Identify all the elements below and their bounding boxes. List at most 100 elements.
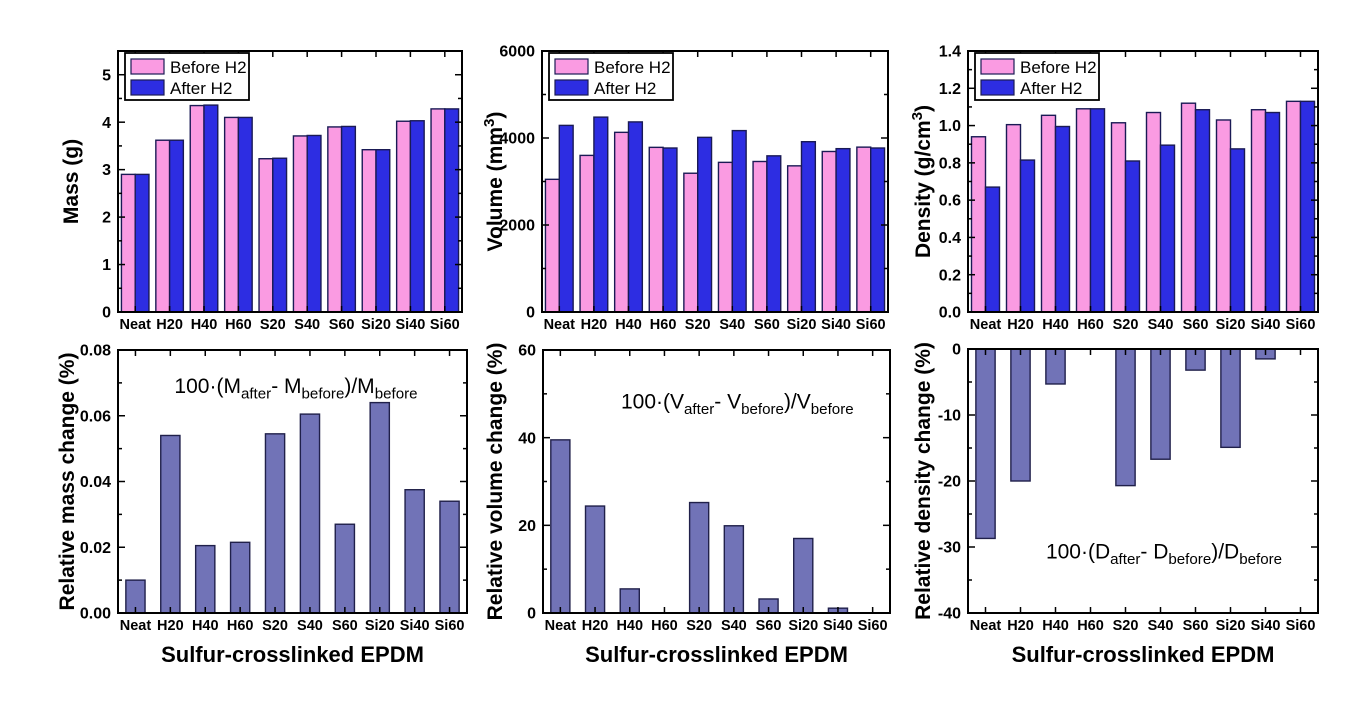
bar-mass-Si60-before (430, 108, 446, 313)
legend-label-after: After H2 (170, 79, 232, 98)
mass-category-label-Si20: Si20 (361, 317, 391, 333)
relative-volume-category-label-H40: H40 (616, 618, 643, 634)
volume-category-label-Neat: Neat (544, 317, 576, 333)
relative-volume-category-label-Si60: Si60 (858, 618, 888, 634)
relative-density-category-label-Si20: Si20 (1216, 618, 1246, 634)
bar-mass-S20-before (258, 158, 274, 313)
bar-volume-H60-before (648, 146, 664, 313)
bar-mass-Si40-before (395, 120, 412, 313)
bar-relative-mass-H40 (194, 544, 216, 614)
bar-mass-H60-after (237, 116, 253, 313)
mass-axis-ticks (118, 50, 462, 313)
bar-relative-mass-H60 (229, 541, 251, 614)
mass-category-label-Si40: Si40 (395, 317, 425, 333)
relative-mass-category-label-Si40: Si40 (400, 618, 430, 634)
mass-ytick-label: 4 (102, 115, 111, 132)
density-category-label-S20: S20 (1113, 317, 1139, 333)
relative-density-category-label-H40: H40 (1042, 618, 1069, 634)
relative-density-bars (975, 348, 1276, 540)
relative-mass-formula-annotation: 100·(Mafter- Mbefore)/Mbefore (174, 375, 417, 402)
density-ytick-label: 0.8 (939, 155, 961, 172)
bar-volume-Si20-before (786, 165, 803, 313)
bar-density-Si20-before (1215, 119, 1232, 313)
relative-mass-y-axis-title: Relative mass change (%) (56, 353, 79, 611)
relative-mass-bars (125, 401, 460, 614)
relative-density-category-label-H60: H60 (1077, 618, 1104, 634)
density-y-axis-title: Density (g/cm3) (910, 105, 935, 258)
density-category-label-H40: H40 (1042, 317, 1069, 333)
density-ytick-label: 0.6 (939, 193, 961, 210)
bar-relative-density-Si20 (1220, 348, 1241, 449)
relative-volume-ytick-labels: 0 20 40 60 (518, 343, 536, 623)
legend-swatch-before (130, 58, 165, 75)
bar-relative-mass-Si60 (439, 500, 460, 614)
bar-density-S20-before (1110, 122, 1127, 313)
bar-volume-H20-before (579, 154, 595, 313)
density-category-label-Si40: Si40 (1251, 317, 1281, 333)
mass-ytick-label: 3 (102, 162, 111, 179)
relative-volume-category-label-Neat: Neat (545, 618, 577, 634)
relative-mass-ytick-label: 0.00 (80, 606, 111, 623)
density-category-label-Si60: Si60 (1286, 317, 1316, 333)
relative-volume-category-label-H60: H60 (651, 618, 678, 634)
legend-label-before: Before H2 (170, 58, 247, 77)
bar-density-S40-before (1145, 111, 1162, 313)
relative-volume-axis-ticks (543, 349, 890, 614)
relative-volume-category-label-Si40: Si40 (823, 618, 853, 634)
bar-mass-S60-after (340, 125, 357, 313)
volume-category-label-S60: S60 (754, 317, 780, 333)
density-category-label-H60: H60 (1077, 317, 1104, 333)
bar-volume-S20-before (683, 172, 699, 313)
volume-ytick-label: 0 (526, 305, 535, 322)
relative-mass-axis-ticks (118, 349, 467, 614)
relative-mass-chart: 0.00 0.02 0.04 0.06 0.08 Neat H20 H40 H60 S20 S40 S… (56, 343, 468, 667)
volume-ytick-label: 4000 (499, 131, 535, 148)
volume-category-label-Si40: Si40 (821, 317, 851, 333)
relative-mass-category-label-Si60: Si60 (435, 618, 465, 634)
density-ytick-label: 1.0 (939, 118, 961, 135)
bar-volume-H40-before (613, 131, 630, 313)
bar-volume-Si60-before (856, 146, 872, 313)
relative-mass-ytick-label: 0.02 (80, 540, 111, 557)
volume-category-labels: Neat H20 H40 H60 S20 S40 S60 Si20 Si40 Si60 (544, 317, 886, 333)
bar-volume-H20-after (593, 116, 609, 313)
relative-density-category-label-Si60: Si60 (1286, 618, 1316, 634)
volume-y-axis-title: Volume (mm3) (481, 112, 507, 252)
volume-category-label-H60: H60 (650, 317, 677, 333)
bar-volume-S60-before (752, 160, 768, 313)
mass-ytick-label: 1 (102, 257, 111, 274)
relative-density-formula-annotation: 100·(Dafter- Dbefore)/Dbefore (1046, 540, 1282, 567)
bar-density-Si20-after (1229, 148, 1246, 313)
relative-mass-x-axis-title: Sulfur-crosslinked EPDM (161, 642, 424, 667)
relative-volume-category-labels: Neat H20 H40 H60 S20 S40 S60 Si20 Si40 Si60 (545, 618, 888, 634)
mass-plot-frame (117, 50, 463, 313)
bar-relative-density-S40 (1150, 348, 1171, 460)
relative-volume-x-axis-title: Sulfur-crosslinked EPDM (585, 642, 848, 667)
bar-density-S60-after (1194, 109, 1211, 313)
density-ytick-label: 0.2 (939, 267, 961, 284)
bar-density-Si60-before (1285, 100, 1302, 313)
relative-volume-ytick-label: 40 (518, 430, 536, 447)
relative-mass-category-label-H40: H40 (192, 618, 219, 634)
volume-ytick-labels: 0 2000 4000 6000 (499, 44, 535, 322)
relative-volume-ytick-label: 0 (527, 606, 536, 623)
density-legend: Before H2 After H2 (974, 52, 1100, 101)
mass-category-labels: Neat H20 H40 H60 S20 S40 S60 Si20 Si40 Si60 (119, 317, 459, 333)
bar-mass-H40-after (203, 104, 219, 313)
bar-mass-H20-before (155, 139, 171, 313)
relative-density-category-label-H20: H20 (1007, 618, 1034, 634)
relative-mass-category-label-H20: H20 (157, 618, 184, 634)
mass-y-axis-title: Mass (g) (60, 139, 83, 224)
density-category-labels: Neat H20 H40 H60 S20 S40 S60 Si20 Si40 Si60 (970, 317, 1316, 333)
density-category-label-S40: S40 (1148, 317, 1174, 333)
relative-volume-formula-annotation: 100·(Vafter- Vbefore)/Vbefore (621, 391, 854, 418)
legend-swatch-after (130, 79, 165, 96)
relative-density-ytick-labels: 0 -10 -20 -30 -40 (938, 342, 961, 623)
relative-density-category-label-S40: S40 (1148, 618, 1174, 634)
bar-volume-H40-after (627, 121, 644, 313)
mass-chart: 0 1 2 3 4 5 Neat H20 H40 H60 S20 S40 S60 Si20 Si40 Si60… (60, 50, 463, 333)
mass-bars (120, 104, 460, 313)
density-category-label-Si20: Si20 (1216, 317, 1246, 333)
mass-ytick-label: 5 (102, 67, 111, 84)
